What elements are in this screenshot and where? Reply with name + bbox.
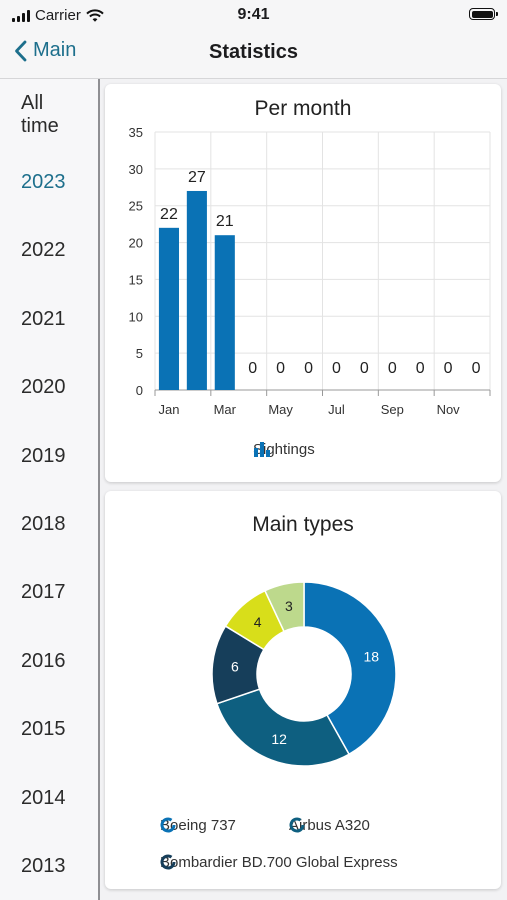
x-tick-label: Jul — [328, 402, 345, 417]
sidebar-item-2016[interactable]: 2016 — [21, 650, 66, 672]
sidebar-item-2022[interactable]: 2022 — [21, 239, 66, 261]
slice-value-label: 6 — [231, 658, 239, 674]
bar-value-label: 0 — [304, 360, 313, 377]
donut-slice — [263, 581, 305, 633]
sidebar-item-2018[interactable]: 2018 — [21, 513, 66, 535]
x-tick-label: May — [268, 402, 293, 417]
back-button[interactable]: Main — [14, 39, 76, 62]
bar — [186, 190, 207, 390]
back-label: Main — [33, 39, 77, 61]
x-tick-label: Sep — [381, 402, 404, 417]
per-month-card: Per month 0 5 10 15 20 25 30 35 Jan Mar May Jul Sep N… — [105, 84, 501, 482]
sidebar-item-2017[interactable]: 2017 — [21, 581, 66, 603]
wifi-icon — [86, 9, 104, 22]
y-tick-label: 10 — [129, 309, 143, 324]
donut-slice — [303, 581, 397, 756]
y-tick-label: 0 — [136, 383, 143, 398]
y-tick-label: 35 — [129, 125, 143, 140]
bar-value-label: 0 — [444, 360, 453, 377]
bar — [158, 227, 180, 390]
page-title: Statistics — [209, 41, 298, 63]
legend-item-boeing-737[interactable]: Boeing 737 — [160, 817, 236, 834]
bar — [214, 235, 235, 390]
sidebar-item-2021[interactable]: 2021 — [21, 308, 66, 330]
bar-chart-icon — [254, 442, 270, 457]
x-tick-label: Nov — [437, 402, 461, 417]
status-time: 9:41 — [237, 6, 270, 23]
legend-label-airbus-a320: Airbus A320 — [289, 817, 370, 834]
bar-value-label: 21 — [216, 213, 234, 230]
navigation-bar: Main Statistics — [0, 30, 507, 79]
sidebar-item-all-time[interactable]: All time — [21, 92, 59, 137]
sidebar-item-2013[interactable]: 2013 — [21, 855, 66, 877]
donut-slice — [215, 688, 351, 767]
main-types-title: Main types — [252, 513, 354, 536]
y-tick-label: 5 — [136, 346, 143, 361]
bar-value-label: 0 — [472, 360, 481, 377]
sidebar-item-2015[interactable]: 2015 — [21, 718, 66, 740]
y-tick-label: 15 — [129, 272, 143, 287]
y-tick-label: 20 — [129, 236, 143, 251]
donut-legend-icon — [160, 854, 176, 870]
sidebar-item-2023[interactable]: 2023 — [21, 171, 66, 193]
bar-value-label: 27 — [188, 169, 206, 186]
main-types-donut-chart: 18 12 6 4 3 — [211, 581, 397, 767]
y-tick-label: 25 — [129, 199, 143, 214]
donut-legend-icon — [160, 817, 176, 833]
slice-value-label: 4 — [254, 614, 262, 630]
x-tick-label: Mar — [214, 402, 237, 417]
y-tick-label: 30 — [129, 162, 143, 177]
bar-value-label: 0 — [360, 360, 369, 377]
donut-legend-icon — [289, 817, 305, 833]
main-types-card: Main types 18 12 6 4 3 Boeing 737 Airbus A32… — [105, 491, 501, 889]
carrier-label: Carrier — [35, 7, 81, 24]
sidebar-item-2020[interactable]: 2020 — [21, 376, 66, 398]
slice-value-label: 3 — [285, 598, 293, 614]
slice-value-label: 18 — [363, 648, 379, 664]
bar-legend-item[interactable]: Sightings — [253, 441, 315, 458]
sidebar-item-2019[interactable]: 2019 — [21, 445, 66, 467]
legend-label-boeing-737: Boeing 737 — [160, 817, 236, 834]
x-tick-label: Jan — [158, 402, 179, 417]
slice-value-label: 12 — [271, 731, 287, 747]
status-bar: Carrier 9:41 — [0, 0, 507, 30]
per-month-title: Per month — [254, 97, 352, 120]
chevron-left-icon — [15, 40, 27, 61]
status-left: Carrier — [12, 7, 104, 24]
bar-value-label: 0 — [276, 360, 285, 377]
legend-item-airbus-a320[interactable]: Airbus A320 — [289, 817, 370, 834]
battery-icon — [469, 8, 498, 20]
bar-value-label: 0 — [388, 360, 397, 377]
bar-value-label: 0 — [248, 360, 257, 377]
legend-label-bombardier: Bombardier BD.700 Global Express — [160, 854, 398, 871]
bar-value-label: 0 — [416, 360, 425, 377]
signal-icon — [12, 9, 30, 22]
bar-value-label: 0 — [332, 360, 341, 377]
legend-item-bombardier[interactable]: Bombardier BD.700 Global Express — [160, 854, 398, 871]
sidebar-item-2014[interactable]: 2014 — [21, 787, 66, 809]
bar-value-label: 22 — [160, 206, 178, 223]
year-sidebar: All time 2023 2022 2021 2020 2019 2018 2… — [0, 79, 100, 900]
per-month-bar-chart: 0 5 10 15 20 25 30 35 Jan Mar May Jul Sep Nov 22 27 21 0 0… — [129, 125, 491, 417]
